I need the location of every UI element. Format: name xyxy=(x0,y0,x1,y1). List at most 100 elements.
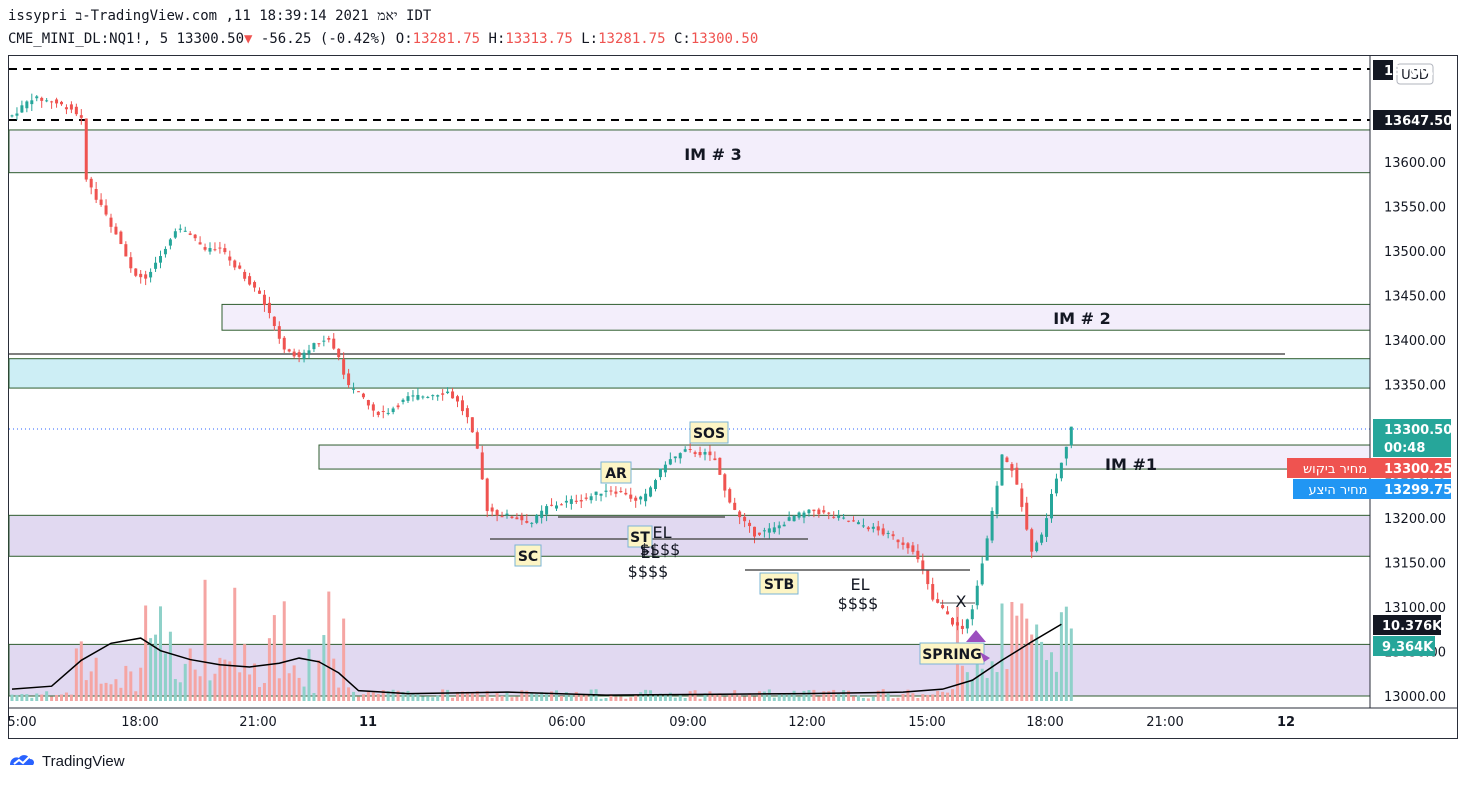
time-axis[interactable]: 5:00 18:00 21:00 11 06:00 09:00 12:00 15:00 18:0… xyxy=(7,715,1295,730)
candle-body xyxy=(703,451,707,455)
candle-body xyxy=(1015,467,1019,485)
volume-bar xyxy=(193,669,197,701)
candle-body xyxy=(614,491,618,494)
candle-body xyxy=(451,391,455,399)
currency-button[interactable]: USD xyxy=(1396,63,1434,85)
volume-bar xyxy=(168,631,172,701)
candle-body xyxy=(1069,426,1073,446)
volume-bar xyxy=(975,660,979,701)
volume-bar xyxy=(213,673,217,701)
volume-bar xyxy=(842,690,846,701)
price-tick-1: 13550.00 xyxy=(1384,201,1446,216)
candle-body xyxy=(663,464,667,473)
volume-bar xyxy=(144,605,148,701)
candle-body xyxy=(698,452,702,456)
zone-2 xyxy=(221,303,1371,331)
candle-body xyxy=(559,504,563,506)
volume-bar xyxy=(698,698,702,701)
candle-body xyxy=(441,393,445,395)
volume-bar xyxy=(352,691,356,701)
candle-body xyxy=(1030,529,1034,552)
zone-label-im3: IM # 3 xyxy=(684,145,742,164)
volume-bar xyxy=(777,694,781,701)
candle-body xyxy=(975,585,979,606)
badge-bid-text: 13300.25 xyxy=(1384,462,1452,477)
candle-body xyxy=(208,248,212,252)
volume-bar xyxy=(396,690,400,701)
candle-body xyxy=(480,452,484,480)
volume-bar xyxy=(946,692,950,701)
open-value: 13281.75 xyxy=(412,31,481,47)
badge-ask: מחיר היצע 13299.75 xyxy=(1293,479,1452,499)
volume-bar xyxy=(807,690,811,701)
volume-bar xyxy=(550,691,554,701)
volume-bar xyxy=(1000,603,1004,701)
volume-bar xyxy=(74,648,78,701)
candle-body xyxy=(317,343,321,345)
volume-bar xyxy=(20,694,24,701)
candle-body xyxy=(738,511,742,518)
candle-body xyxy=(129,257,133,269)
candle-body xyxy=(574,500,578,502)
volume-bar xyxy=(188,648,192,701)
candle-body xyxy=(951,617,954,625)
candle-body xyxy=(1045,518,1049,537)
candle-body xyxy=(832,516,836,518)
candle-body xyxy=(238,265,242,269)
candle-body xyxy=(203,247,207,250)
candle-body xyxy=(708,451,712,456)
price-tick-8: 13200.00 xyxy=(1384,512,1446,527)
candle-body xyxy=(243,271,247,279)
volume-bar xyxy=(109,684,113,701)
time-tick-6: 12:00 xyxy=(788,715,825,730)
volume-bar xyxy=(901,694,905,701)
candle-body xyxy=(431,395,435,397)
candle-body xyxy=(970,609,974,620)
badge-volume-ma: 10.376K xyxy=(1373,615,1443,635)
volume-bar xyxy=(906,689,910,701)
candle-body xyxy=(495,510,499,516)
candle-body xyxy=(856,522,860,525)
price-tick-0: 13600.00 xyxy=(1384,156,1446,171)
volume-bar xyxy=(891,698,895,701)
candle-body xyxy=(941,605,945,609)
candle-body xyxy=(847,520,851,522)
candle-body xyxy=(802,512,806,518)
candle-body xyxy=(411,395,415,397)
volume-bar xyxy=(490,698,494,701)
volume-bar xyxy=(317,660,321,701)
candle-body xyxy=(1040,534,1044,543)
tag-sc-text: SC xyxy=(518,549,538,565)
volume-bar xyxy=(614,696,618,701)
candle-body xyxy=(1020,488,1024,507)
volume-bar xyxy=(624,698,628,701)
note-el-1: EL xyxy=(652,523,671,542)
volume-bar xyxy=(792,690,796,701)
volume-bar xyxy=(856,695,860,701)
candle-body xyxy=(35,96,39,99)
candle-body xyxy=(144,274,148,279)
time-tick-9: 21:00 xyxy=(1146,715,1183,730)
candle-body xyxy=(1000,454,1004,486)
volume-bar xyxy=(371,692,375,701)
candle-body xyxy=(114,226,118,235)
tradingview-footer[interactable]: TradingView xyxy=(8,751,125,771)
candle-body xyxy=(89,178,93,188)
badge-bid: מחיר ביקוש 13300.25 xyxy=(1287,458,1452,478)
volume-bar xyxy=(634,694,638,701)
candle-body xyxy=(421,396,425,398)
candle-body xyxy=(50,101,54,103)
volume-bar xyxy=(876,690,880,701)
candle-body xyxy=(906,543,910,549)
volume-bar xyxy=(535,693,539,701)
badge-ask-text: 13299.75 xyxy=(1384,483,1452,498)
candle-body xyxy=(555,505,558,509)
price-axis[interactable]: 13600.00 13550.00 13500.00 13450.00 13400.00… xyxy=(1384,156,1446,705)
candle-body xyxy=(406,396,410,401)
volume-bar xyxy=(837,693,841,701)
candle-body xyxy=(965,619,969,629)
volume-bar xyxy=(79,641,83,701)
candle-body xyxy=(1025,502,1029,530)
candle-body xyxy=(589,496,593,501)
